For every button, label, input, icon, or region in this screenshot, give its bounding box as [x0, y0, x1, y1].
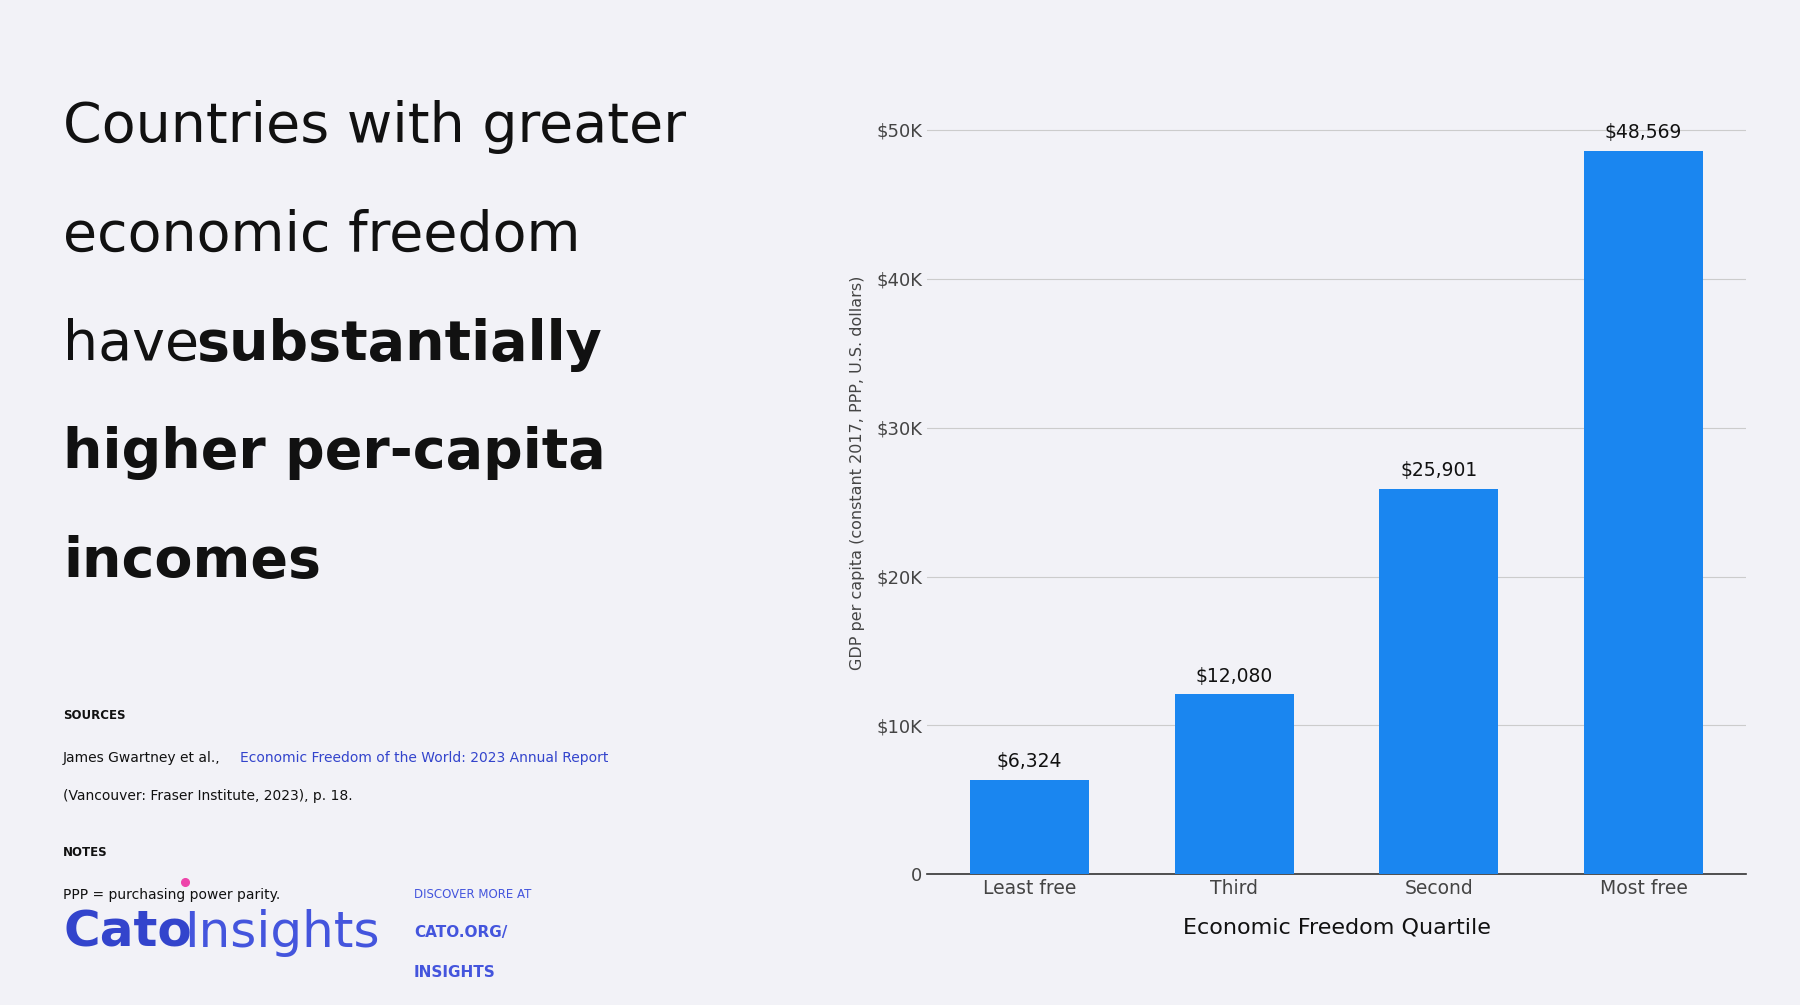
Text: $48,569: $48,569: [1606, 124, 1683, 143]
Bar: [1584, 151, 1703, 874]
Text: Economic Freedom of the World: 2023 Annual Report: Economic Freedom of the World: 2023 Annu…: [241, 751, 608, 765]
Text: SOURCES: SOURCES: [63, 709, 126, 722]
Bar: [1175, 694, 1294, 874]
Bar: [970, 780, 1089, 874]
Text: James Gwartney et al.,: James Gwartney et al.,: [63, 751, 225, 765]
Text: CATO.ORG/: CATO.ORG/: [414, 926, 508, 940]
Text: INSIGHTS: INSIGHTS: [414, 966, 495, 980]
Text: substantially: substantially: [196, 318, 601, 372]
Bar: [1379, 488, 1498, 874]
Text: DISCOVER MORE AT: DISCOVER MORE AT: [414, 888, 531, 900]
Text: have: have: [63, 318, 216, 372]
Text: $6,324: $6,324: [997, 753, 1062, 771]
Text: (Vancouver: Fraser Institute, 2023), p. 18.: (Vancouver: Fraser Institute, 2023), p. …: [63, 789, 353, 803]
Text: $12,080: $12,080: [1195, 666, 1273, 685]
Text: economic freedom: economic freedom: [63, 209, 580, 263]
Text: PPP = purchasing power parity.: PPP = purchasing power parity.: [63, 888, 281, 902]
X-axis label: Economic Freedom Quartile: Economic Freedom Quartile: [1183, 918, 1490, 938]
Text: higher per-capita: higher per-capita: [63, 426, 607, 480]
Y-axis label: GDP per capita (constant 2017, PPP, U.S. dollars): GDP per capita (constant 2017, PPP, U.S.…: [850, 275, 866, 669]
Text: Insights: Insights: [184, 909, 380, 957]
Text: Countries with greater: Countries with greater: [63, 100, 686, 155]
Text: incomes: incomes: [63, 535, 320, 589]
Text: NOTES: NOTES: [63, 846, 108, 859]
Text: $25,901: $25,901: [1400, 460, 1478, 479]
Text: Cato: Cato: [63, 909, 193, 957]
